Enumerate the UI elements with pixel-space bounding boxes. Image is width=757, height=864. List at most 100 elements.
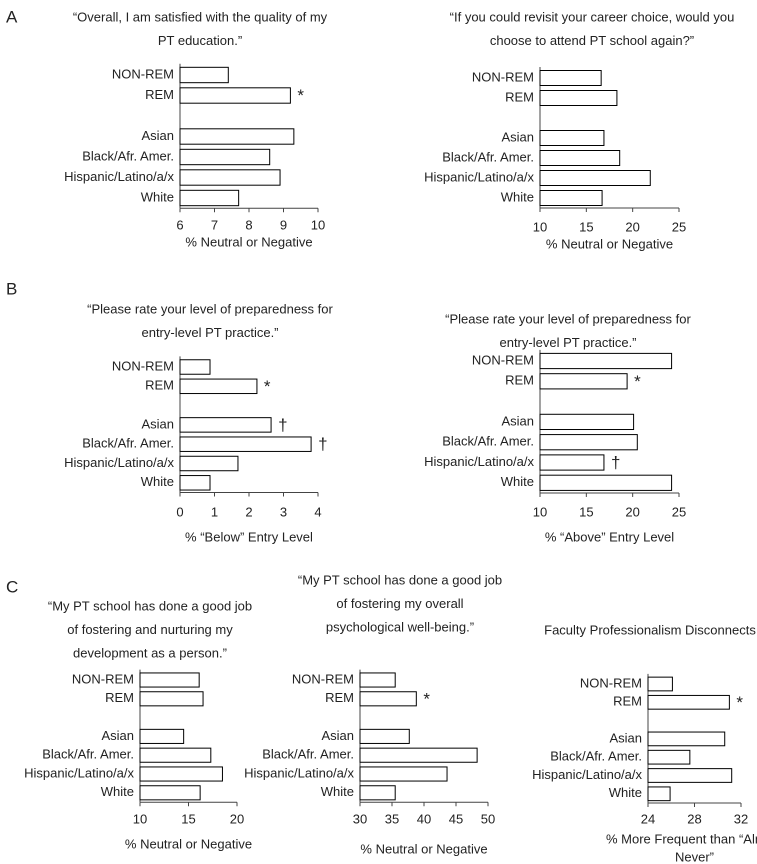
x-axis-label: % Neutral or Negative [360,841,487,856]
category-label: REM [325,690,354,705]
bar [539,150,621,166]
bar [539,413,635,431]
category-label: REM [505,89,534,104]
x-tick-label: 9 [280,217,287,232]
x-tick-label: 2 [245,504,252,519]
bar [359,691,417,707]
category-label: Asian [141,416,174,431]
chart-title: of fostering my overall [336,596,463,611]
x-tick-label: 20 [230,811,244,826]
significance-marker: * [634,372,641,391]
category-label: White [321,784,354,799]
significance-marker: * [297,86,304,105]
category-label: NON-REM [472,69,534,84]
bar [179,189,240,207]
bar [139,766,223,782]
chart-title: development as a person.” [73,645,227,660]
bar [539,474,673,491]
bar [179,128,295,145]
category-label: Asian [321,728,354,743]
x-tick-label: 32 [734,811,748,826]
category-label: Hispanic/Latino/a/x [64,169,174,184]
category-label: Black/Afr. Amer. [550,749,642,764]
x-axis-label: % “Above” Entry Level [545,529,674,544]
bar [359,728,410,744]
category-label: White [501,189,534,204]
x-tick-label: 30 [353,811,367,826]
x-tick-label: 15 [579,504,593,519]
x-tick-label: 7 [211,217,218,232]
significance-marker: † [611,453,620,472]
chart-title: entry-level PT practice.” [141,325,278,340]
category-label: REM [105,690,134,705]
panel-label: C [6,577,18,596]
bar [539,190,603,206]
bar [647,786,671,802]
chart-title: “Please rate your level of preparedness … [445,311,691,326]
category-label: Black/Afr. Amer. [442,434,534,449]
x-tick-label: 45 [449,811,463,826]
category-label: NON-REM [472,352,534,367]
category-label: REM [505,373,534,388]
bar [647,676,673,692]
bar [179,436,312,452]
chart-title: “My PT school has done a good job [48,598,252,613]
bar [539,170,651,186]
x-tick-label: 1 [211,504,218,519]
x-tick-label: 15 [181,811,195,826]
category-label: Asian [141,128,174,143]
bar [539,352,673,370]
panel-label: A [6,7,18,26]
chart-title: “Please rate your level of preparedness … [87,301,333,316]
significance-marker: * [264,377,271,396]
x-tick-label: 20 [625,219,639,234]
bar [179,148,271,166]
category-label: Hispanic/Latino/a/x [532,767,642,782]
x-tick-label: 10 [133,811,147,826]
category-label: Black/Afr. Amer. [82,436,174,451]
x-tick-label: 50 [481,811,495,826]
x-tick-label: 4 [314,504,321,519]
category-label: White [501,474,534,489]
significance-marker: † [278,415,287,434]
category-label: Hispanic/Latino/a/x [244,765,354,780]
chart-title: psychological well-being.” [326,619,474,634]
bar [179,66,229,84]
category-label: Black/Afr. Amer. [82,148,174,163]
x-axis-label: % More Frequent than “Almost [606,831,757,846]
x-tick-label: 15 [579,219,593,234]
category-label: REM [613,694,642,709]
chart-title: entry-level PT practice.” [499,335,636,350]
x-tick-label: 35 [385,811,399,826]
bar [647,731,726,747]
bar [179,475,211,491]
category-label: Hispanic/Latino/a/x [64,455,174,470]
category-label: Black/Afr. Amer. [262,747,354,762]
bar [139,672,200,688]
category-label: NON-REM [292,671,354,686]
panel-label: B [6,279,17,298]
x-axis-label: Never” [675,849,714,864]
x-tick-label: 6 [176,217,183,232]
bar [179,417,272,433]
bar [539,70,602,86]
category-label: White [101,784,134,799]
bar [139,785,201,801]
bar [359,747,478,763]
x-axis-label: % Neutral or Negative [125,836,252,851]
x-tick-label: 3 [280,504,287,519]
bar [179,169,281,186]
bar [179,87,291,104]
category-label: Asian [501,129,534,144]
category-label: Hispanic/Latino/a/x [24,765,134,780]
x-tick-label: 10 [533,504,547,519]
category-label: Black/Afr. Amer. [42,747,134,762]
bar [139,728,185,744]
bar [647,694,730,710]
significance-marker: † [318,435,327,454]
bar [179,455,239,472]
chart-title: choose to attend PT school again?” [490,33,694,48]
category-label: White [609,785,642,800]
